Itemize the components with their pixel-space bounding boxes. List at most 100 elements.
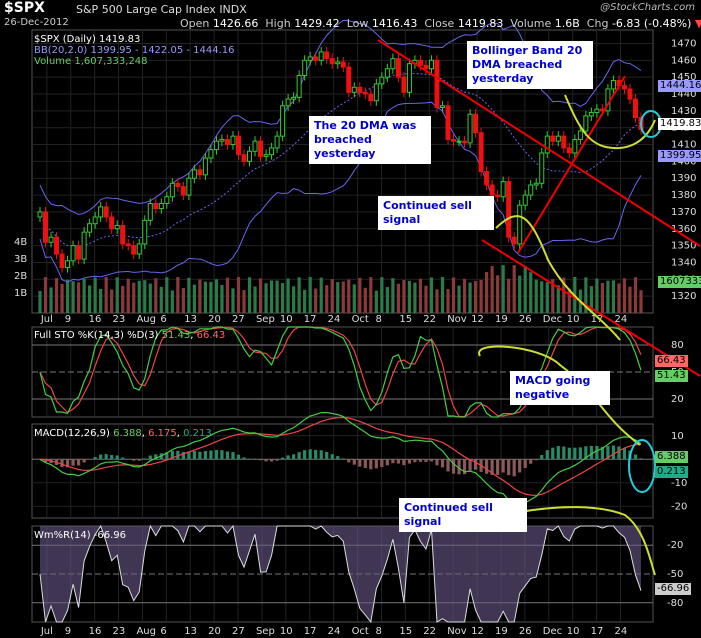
volume-bar — [148, 283, 152, 313]
volume-bar — [595, 278, 599, 313]
candle-body — [627, 88, 633, 100]
macd-histogram-bar — [154, 454, 158, 460]
month-label: Nov — [447, 626, 467, 637]
legend-wmr: Wm%R(14) -66.96 — [34, 530, 127, 541]
candle-body — [467, 113, 473, 144]
month-label: Sep — [256, 626, 275, 637]
volume-bar — [43, 277, 48, 313]
month-label: 10 — [280, 314, 293, 325]
candle-body — [114, 224, 120, 230]
month-label: 8 — [375, 626, 381, 637]
month-label: 20 — [208, 626, 221, 637]
candle-body — [180, 186, 186, 196]
candle-body — [98, 206, 104, 218]
macd-histogram-bar — [132, 459, 136, 461]
tag-bb-upper: 1444.16 — [658, 80, 701, 92]
volume-bar — [556, 285, 560, 313]
candle-body — [87, 223, 93, 233]
watermark: @StockCharts.com — [600, 2, 695, 13]
volume-bar — [336, 282, 340, 313]
macd-histogram-bar — [518, 459, 522, 473]
candle-body — [445, 105, 451, 140]
macd-histogram-bar — [473, 459, 478, 470]
macd-histogram-bar — [281, 457, 285, 460]
macd-histogram-bar — [573, 447, 577, 460]
volume-bar — [325, 285, 329, 313]
volume-bar — [435, 289, 439, 313]
wmr-tick-label: -20 — [667, 540, 683, 551]
candle-body — [92, 216, 98, 225]
sto-tick-label: 80 — [671, 340, 684, 351]
volume-bar — [402, 280, 406, 313]
candle-body — [258, 140, 264, 157]
volume-bar — [628, 286, 632, 313]
candle-body — [423, 64, 429, 70]
macd-histogram-bar — [490, 459, 494, 475]
volume-bar — [529, 272, 533, 313]
candle-body — [434, 59, 440, 108]
price-tick-label: 1430 — [671, 106, 696, 117]
candle-body — [269, 147, 275, 156]
candle-body — [202, 157, 208, 176]
candle-body — [131, 245, 137, 255]
candle-body — [428, 59, 434, 70]
macd-histogram-bar — [567, 447, 571, 460]
macd-histogram-bar — [247, 458, 252, 460]
volume-bar — [523, 265, 527, 313]
candle-body — [561, 135, 567, 149]
month-label: 24 — [615, 314, 628, 325]
volume-bar — [286, 278, 290, 313]
macd-histogram-bar — [501, 459, 505, 473]
annotation-curve-macd — [478, 345, 641, 446]
month-label: 23 — [113, 626, 126, 637]
candle-body — [588, 112, 594, 117]
volume-bar — [551, 279, 555, 313]
candle-body — [346, 66, 352, 93]
candle-body — [291, 96, 297, 100]
volume-bar — [121, 285, 125, 313]
volume-bar — [137, 280, 141, 313]
price-tick-label: 1360 — [671, 224, 696, 235]
trendline-up — [517, 75, 626, 254]
candle-body — [473, 113, 479, 134]
macd-histogram-bar — [534, 459, 538, 461]
macd-histogram-bar — [71, 459, 75, 466]
month-label: 27 — [232, 626, 245, 637]
price-tick-label: 1410 — [671, 140, 696, 151]
macd-histogram-bar — [76, 459, 81, 466]
candle-body — [59, 253, 65, 269]
macd-histogram-bar — [374, 459, 378, 469]
volume-bar — [446, 289, 450, 313]
annotation-dma: The 20 DMA was breached yesterday — [309, 116, 431, 164]
macd-histogram-bar — [209, 450, 213, 460]
macd-histogram-bar — [258, 459, 263, 461]
annotation-curve-sell — [495, 215, 621, 341]
macd-histogram-bar — [165, 452, 169, 460]
candle-body — [81, 231, 87, 260]
macd-line — [39, 411, 642, 507]
month-label: 19 — [495, 314, 508, 325]
macd-histogram-bar — [253, 458, 257, 460]
legend-price: $SPX (Daily) 1419.83 — [34, 34, 141, 45]
legend-sto: Full STO %K(14,3) %D(3) 51.43, 66.43 — [34, 330, 226, 341]
candle-body — [340, 61, 346, 68]
month-label: 17 — [591, 314, 604, 325]
annotation-macd: MACD going negative — [510, 371, 610, 405]
macd-histogram-bar — [540, 454, 544, 460]
candle-body — [594, 108, 600, 114]
macd-histogram-bar — [512, 459, 516, 477]
macd-histogram-bar — [242, 457, 246, 460]
volume-bar — [330, 279, 334, 313]
month-label: 13 — [184, 314, 197, 325]
price-tick-label: 1340 — [671, 257, 696, 268]
candle-body — [329, 58, 335, 65]
macd-histogram-bar — [269, 459, 274, 462]
volume-bar — [181, 287, 185, 313]
candle-body — [147, 203, 153, 221]
volume-bar — [292, 286, 296, 313]
volume-tick-label: 3B — [14, 254, 27, 265]
sto-k-line — [39, 326, 642, 418]
month-label: Dec — [543, 626, 562, 637]
macd-histogram-bar — [380, 459, 384, 468]
volume-bar — [319, 277, 323, 313]
